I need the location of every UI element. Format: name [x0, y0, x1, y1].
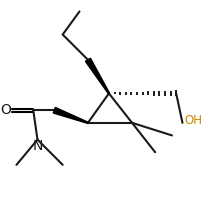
Text: OH: OH [185, 114, 203, 127]
Text: N: N [32, 139, 43, 153]
Polygon shape [85, 58, 110, 94]
Text: O: O [0, 103, 11, 117]
Polygon shape [53, 107, 88, 123]
